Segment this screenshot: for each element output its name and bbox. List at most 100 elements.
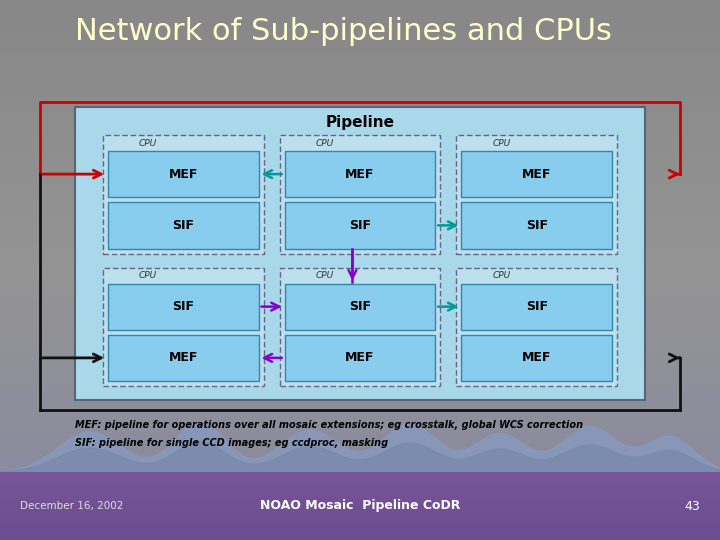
Bar <box>0 38 720 43</box>
Bar <box>0 351 720 356</box>
Text: Pipeline: Pipeline <box>325 115 395 130</box>
Bar <box>0 140 720 146</box>
Bar <box>0 70 720 76</box>
Bar <box>0 119 720 124</box>
Bar <box>0 27 720 32</box>
FancyBboxPatch shape <box>279 267 441 386</box>
Text: CPU: CPU <box>492 272 510 280</box>
Bar <box>0 81 720 86</box>
Bar <box>0 432 720 437</box>
Bar <box>462 151 612 197</box>
Bar <box>284 335 436 381</box>
Bar <box>0 308 720 313</box>
Bar <box>0 519 720 522</box>
Bar <box>0 510 720 513</box>
FancyBboxPatch shape <box>103 267 264 386</box>
Bar <box>0 362 720 367</box>
Bar <box>0 151 720 157</box>
Bar <box>0 184 720 189</box>
Bar <box>0 113 720 119</box>
Bar <box>0 513 720 518</box>
Bar <box>0 340 720 346</box>
Bar <box>0 481 720 486</box>
Bar <box>0 157 720 162</box>
Bar <box>0 531 720 533</box>
Bar <box>0 536 720 538</box>
FancyBboxPatch shape <box>456 135 617 253</box>
FancyBboxPatch shape <box>279 135 441 253</box>
Text: SIF: SIF <box>172 219 194 232</box>
Bar <box>108 284 258 330</box>
Bar <box>0 488 720 490</box>
Bar <box>0 506 720 508</box>
Bar <box>0 43 720 49</box>
Bar <box>462 202 612 248</box>
Text: MEF: MEF <box>346 167 374 180</box>
Bar <box>0 194 720 200</box>
Bar <box>0 59 720 65</box>
Bar <box>0 124 720 130</box>
Bar <box>0 495 720 497</box>
Bar <box>0 270 720 275</box>
Bar <box>0 265 720 270</box>
Bar <box>0 324 720 329</box>
Bar <box>0 254 720 259</box>
Bar <box>0 529 720 531</box>
Bar <box>0 173 720 178</box>
Bar <box>0 486 720 491</box>
Bar <box>0 286 720 292</box>
Bar <box>0 221 720 227</box>
Bar <box>0 485 720 488</box>
Bar <box>0 522 720 524</box>
Bar <box>462 335 612 381</box>
Bar <box>0 200 720 205</box>
Bar <box>0 0 720 5</box>
Bar <box>108 335 258 381</box>
Bar <box>284 151 436 197</box>
Bar <box>0 448 720 454</box>
Bar <box>0 535 720 540</box>
Bar <box>0 108 720 113</box>
Bar <box>0 135 720 140</box>
Bar <box>0 76 720 81</box>
Bar <box>0 162 720 167</box>
Bar <box>0 146 720 151</box>
Bar <box>75 107 645 400</box>
Bar <box>284 202 436 248</box>
Text: NOAO Mosaic  Pipeline CoDR: NOAO Mosaic Pipeline CoDR <box>260 500 460 512</box>
Bar <box>0 329 720 335</box>
Bar <box>0 313 720 319</box>
Bar <box>0 232 720 238</box>
Bar <box>0 103 720 108</box>
Bar <box>0 497 720 499</box>
Bar <box>0 515 720 517</box>
Bar <box>0 497 720 502</box>
Text: SIF: SIF <box>526 300 548 313</box>
Bar <box>0 483 720 485</box>
Text: SIF: pipeline for single CCD images; eg ccdproc, masking: SIF: pipeline for single CCD images; eg … <box>75 438 388 448</box>
Bar <box>0 22 720 27</box>
Text: MEF: MEF <box>346 352 374 365</box>
Text: SIF: SIF <box>349 300 371 313</box>
Bar <box>0 367 720 373</box>
Bar <box>0 238 720 243</box>
Bar <box>0 491 720 497</box>
Bar <box>0 427 720 432</box>
Bar <box>0 275 720 281</box>
Bar <box>0 421 720 427</box>
Bar <box>0 92 720 97</box>
Bar <box>0 481 720 483</box>
Bar <box>0 5 720 11</box>
Bar <box>0 178 720 184</box>
Bar <box>0 97 720 103</box>
Bar <box>0 437 720 443</box>
Bar <box>0 499 720 502</box>
Text: MEF: MEF <box>522 167 552 180</box>
Text: SIF: SIF <box>172 300 194 313</box>
Bar <box>0 16 720 22</box>
Bar <box>0 259 720 265</box>
Bar <box>0 11 720 16</box>
Text: MEF: MEF <box>168 352 198 365</box>
Bar <box>0 410 720 416</box>
Bar <box>0 508 720 513</box>
